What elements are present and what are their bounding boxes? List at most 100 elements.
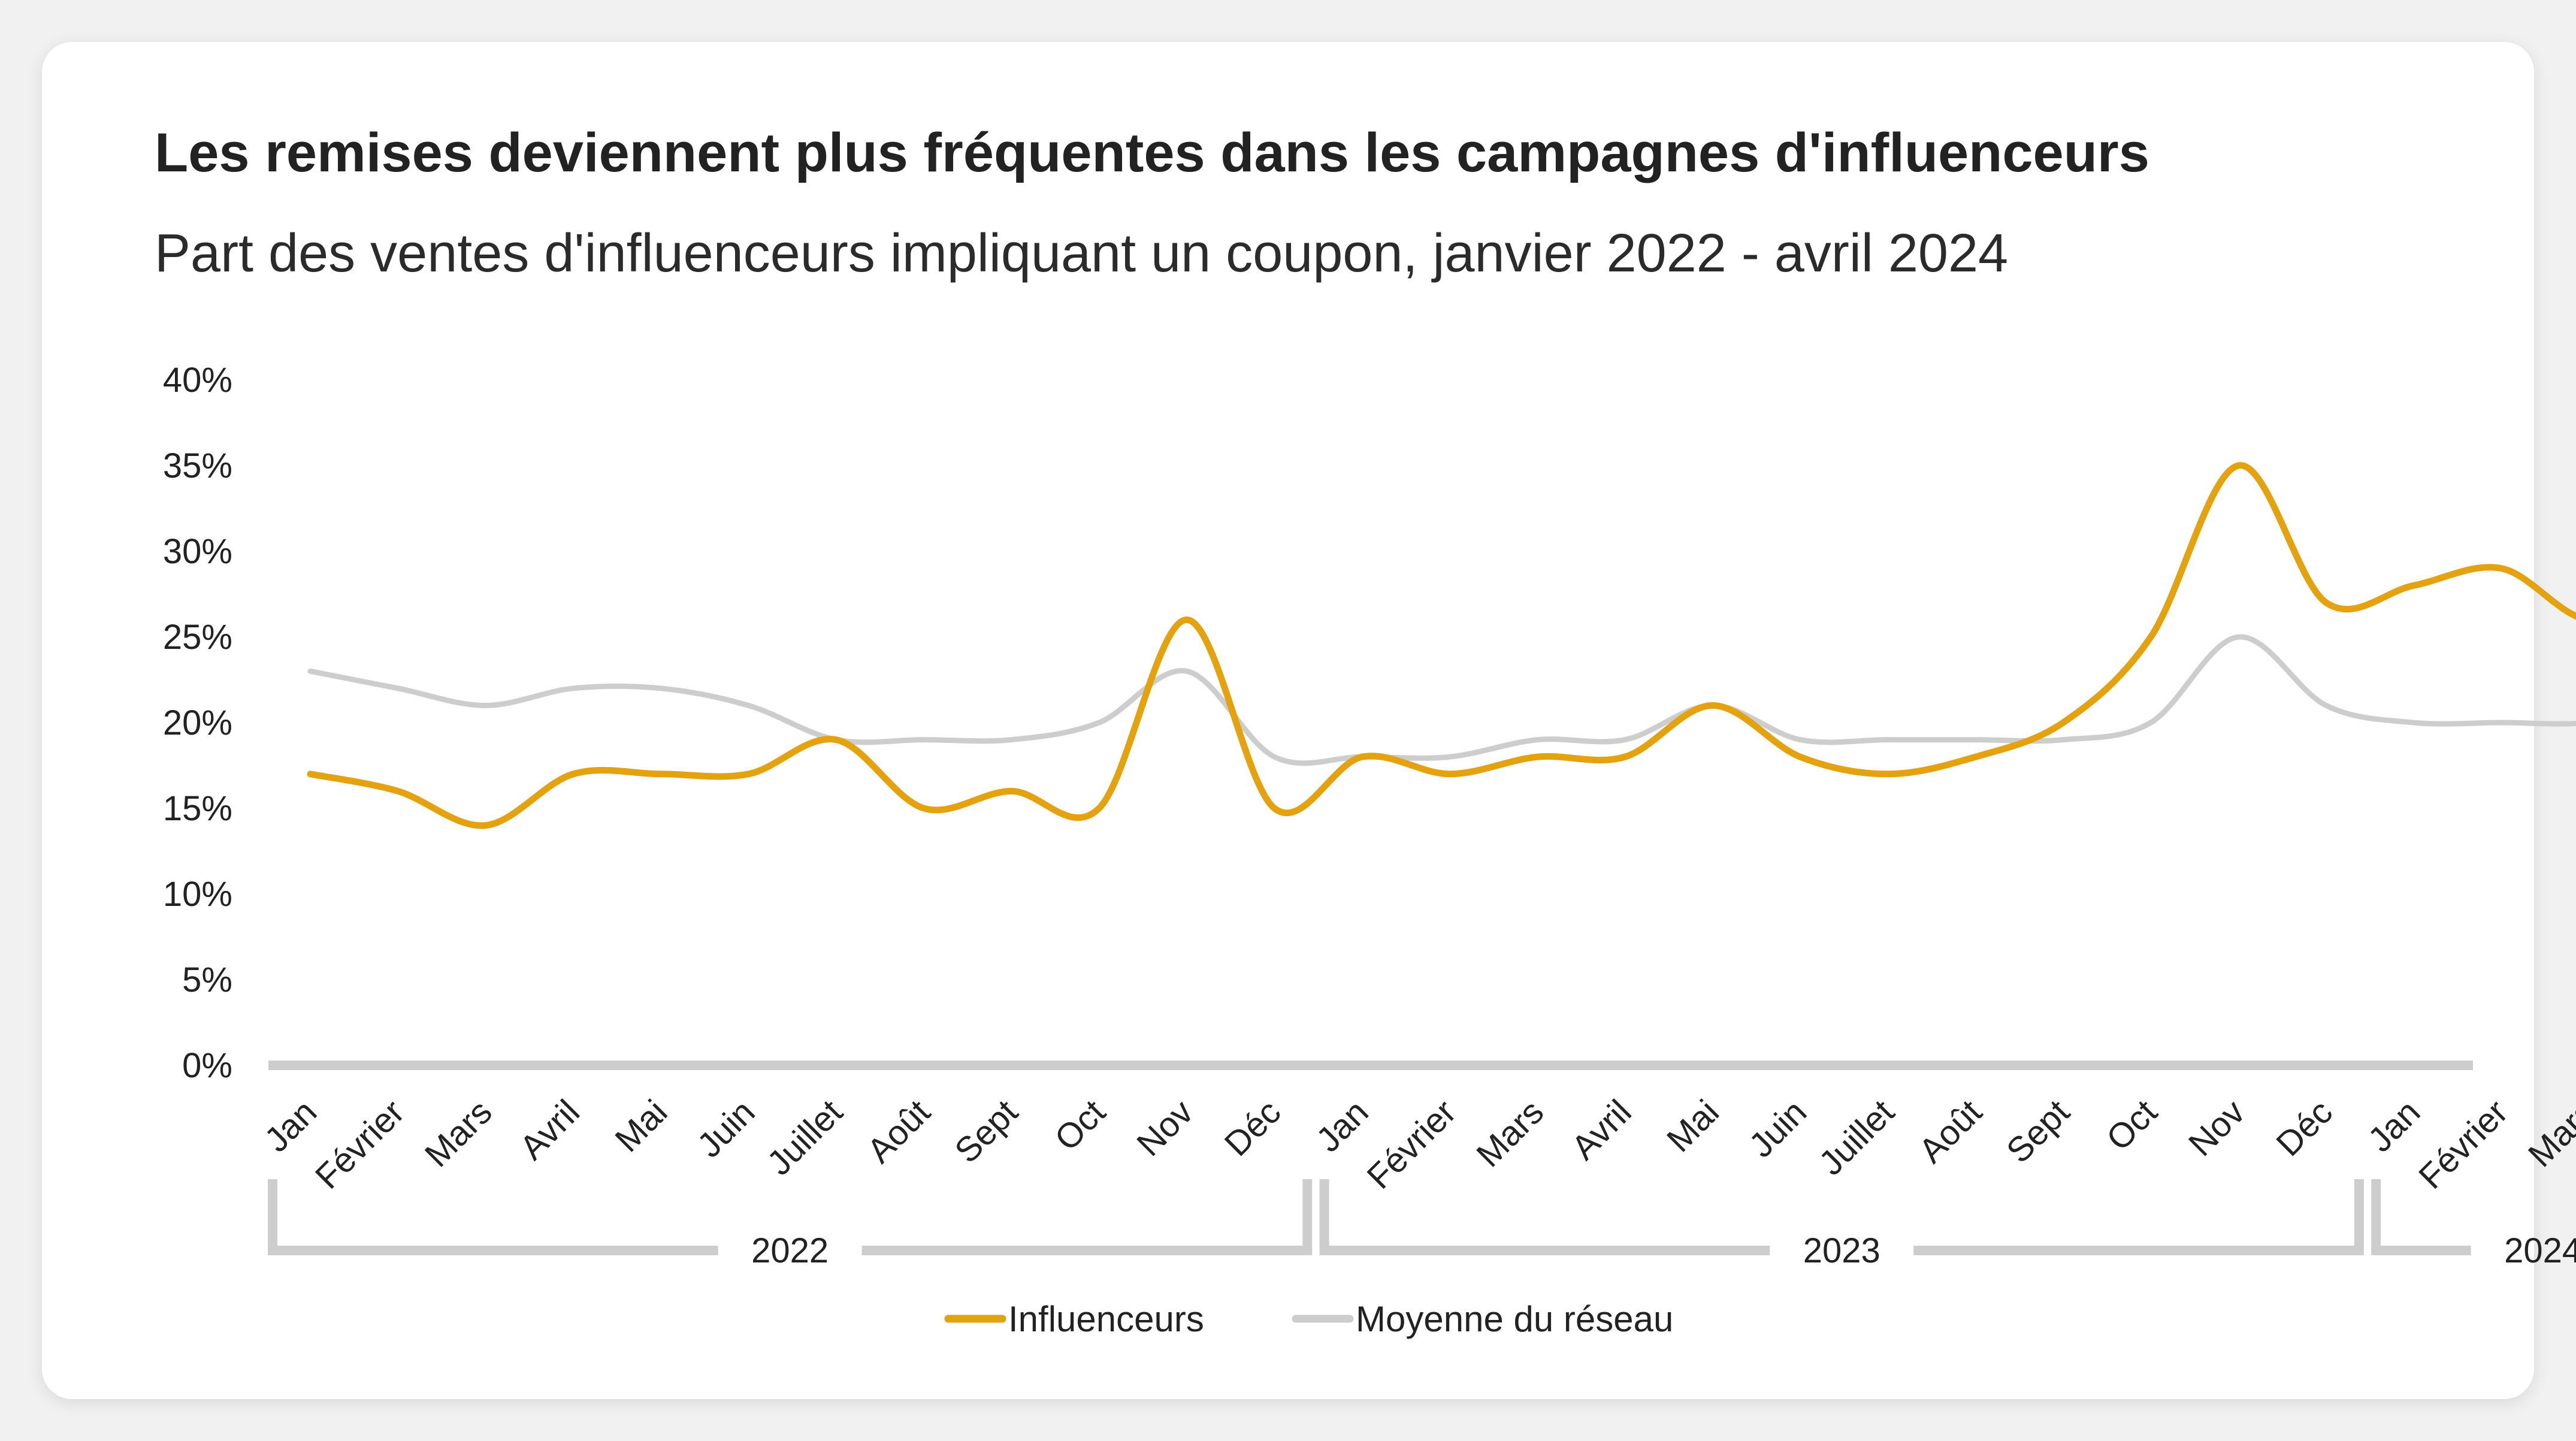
x-tick-label: Février [2411,1092,2515,1197]
series-line-influenceurs [307,462,2576,829]
data-point-moyenne-du-reseau [923,739,924,741]
y-tick-label: 15% [163,789,232,828]
data-point-influenceurs [1099,808,1100,809]
data-point-influenceurs [397,790,398,792]
data-point-influenceurs [2150,636,2151,638]
data-point-moyenne-du-reseau [1625,739,1626,741]
data-point-influenceurs [1712,705,1713,706]
data-point-moyenne-du-reseau [2063,739,2064,741]
x-tick-label: Mars [1469,1092,1551,1174]
year-label: 2022 [751,1231,829,1270]
x-tick-label: Jan [1309,1092,1376,1159]
x-tick-label: Sept [947,1092,1025,1170]
series-line-moyenne-du-reseau [307,634,2576,766]
data-point-influenceurs [1537,756,1538,757]
y-tick-label: 0% [182,1046,232,1085]
y-tick-label: 10% [163,875,232,914]
x-tick-label: Oct [1047,1092,1113,1158]
y-tick-label: 40% [163,361,232,400]
data-point-influenceurs [2326,602,2327,603]
data-point-influenceurs [1887,774,1888,775]
chart-subtitle: Part des ventes d'influenceurs impliquan… [155,223,2009,283]
series-layer [307,462,2576,829]
data-point-moyenne-du-reseau [485,705,486,706]
data-point-moyenne-du-reseau [397,688,398,689]
data-point-moyenne-du-reseau [1975,739,1976,741]
y-tick-label: 20% [163,703,232,742]
data-point-moyenne-du-reseau [2238,636,2239,638]
x-tick-label: Mars [418,1092,500,1174]
data-point-influenceurs [1362,756,1363,757]
data-point-influenceurs [310,774,311,775]
data-point-influenceurs [1625,756,1626,757]
x-tick-label: Déc [1217,1092,1289,1164]
data-point-moyenne-du-reseau [1449,756,1450,757]
data-point-influenceurs [836,739,837,741]
data-point-influenceurs [748,774,749,775]
data-point-influenceurs [2413,585,2414,586]
x-tick-label: Nov [1129,1092,1201,1164]
x-tick-label: Juin [690,1092,762,1165]
x-tick-label: Déc [2269,1092,2340,1164]
data-point-moyenne-du-reseau [2413,722,2414,723]
chart-card [42,42,2534,1399]
data-point-moyenne-du-reseau [1537,739,1538,741]
data-point-influenceurs [573,774,574,775]
y-tick-label: 30% [163,532,232,571]
x-tick-label: Oct [2099,1092,2165,1158]
data-point-moyenne-du-reseau [573,688,574,689]
legend-label: Influenceurs [1008,1299,1204,1339]
data-point-influenceurs [923,808,924,809]
data-point-influenceurs [2238,465,2239,466]
legend-label: Moyenne du réseau [1356,1299,1673,1339]
y-tick-label: 5% [182,960,232,999]
year-label: 2024 [2504,1231,2576,1270]
x-tick-label: Mai [1659,1092,1727,1159]
x-tick-label: Mars [2521,1092,2576,1174]
data-point-influenceurs [1186,619,1187,620]
x-tick-label: Juillet [760,1092,850,1183]
x-tick-label: Février [308,1092,412,1197]
data-point-moyenne-du-reseau [748,705,749,706]
x-tick-label: Mai [607,1092,675,1159]
y-tick-label: 25% [163,618,232,657]
data-point-moyenne-du-reseau [1887,739,1888,741]
data-point-moyenne-du-reseau [1186,670,1187,672]
x-tick-label: Sept [1999,1092,2077,1170]
x-tick-label: Août [1912,1092,1990,1170]
data-point-moyenne-du-reseau [1800,739,1801,741]
data-point-influenceurs [1975,756,1976,757]
data-point-influenceurs [1449,774,1450,775]
x-tick-label: Août [860,1092,938,1170]
data-point-influenceurs [2501,568,2502,569]
x-tick-label: Nov [2181,1092,2253,1164]
data-point-influenceurs [485,825,486,826]
data-point-moyenne-du-reseau [2326,705,2327,706]
data-point-moyenne-du-reseau [1274,756,1275,757]
x-tick-label: Avril [1564,1092,1639,1167]
data-point-influenceurs [1274,808,1275,809]
data-point-influenceurs [2063,722,2064,723]
x-tick-label: Février [1360,1092,1464,1197]
data-point-influenceurs [1800,756,1801,757]
year-groups: 2022 2023 2024 [268,1179,2576,1270]
data-point-moyenne-du-reseau [1099,722,1100,723]
y-tick-label: 35% [163,446,232,485]
data-point-moyenne-du-reseau [310,670,311,672]
x-tick-label: Avril [512,1092,587,1167]
y-axis: 0% 5% 10% 15% 20% 25% 30% 35% 40% [163,361,232,1085]
data-point-moyenne-du-reseau [2150,722,2151,723]
data-point-moyenne-du-reseau [660,688,661,689]
data-point-moyenne-du-reseau [2501,722,2502,723]
data-point-moyenne-du-reseau [1011,739,1012,741]
x-tick-label: Juin [1741,1092,1814,1165]
data-point-influenceurs [1011,790,1012,792]
chart-title: Les remises deviennent plus fréquentes d… [155,122,2149,183]
legend: Influenceurs Moyenne du réseau [944,1299,1673,1339]
year-label: 2023 [1803,1231,1880,1270]
x-tick-label: Jan [257,1092,324,1159]
data-point-influenceurs [660,774,661,775]
x-tick-label: Jan [2360,1092,2427,1159]
